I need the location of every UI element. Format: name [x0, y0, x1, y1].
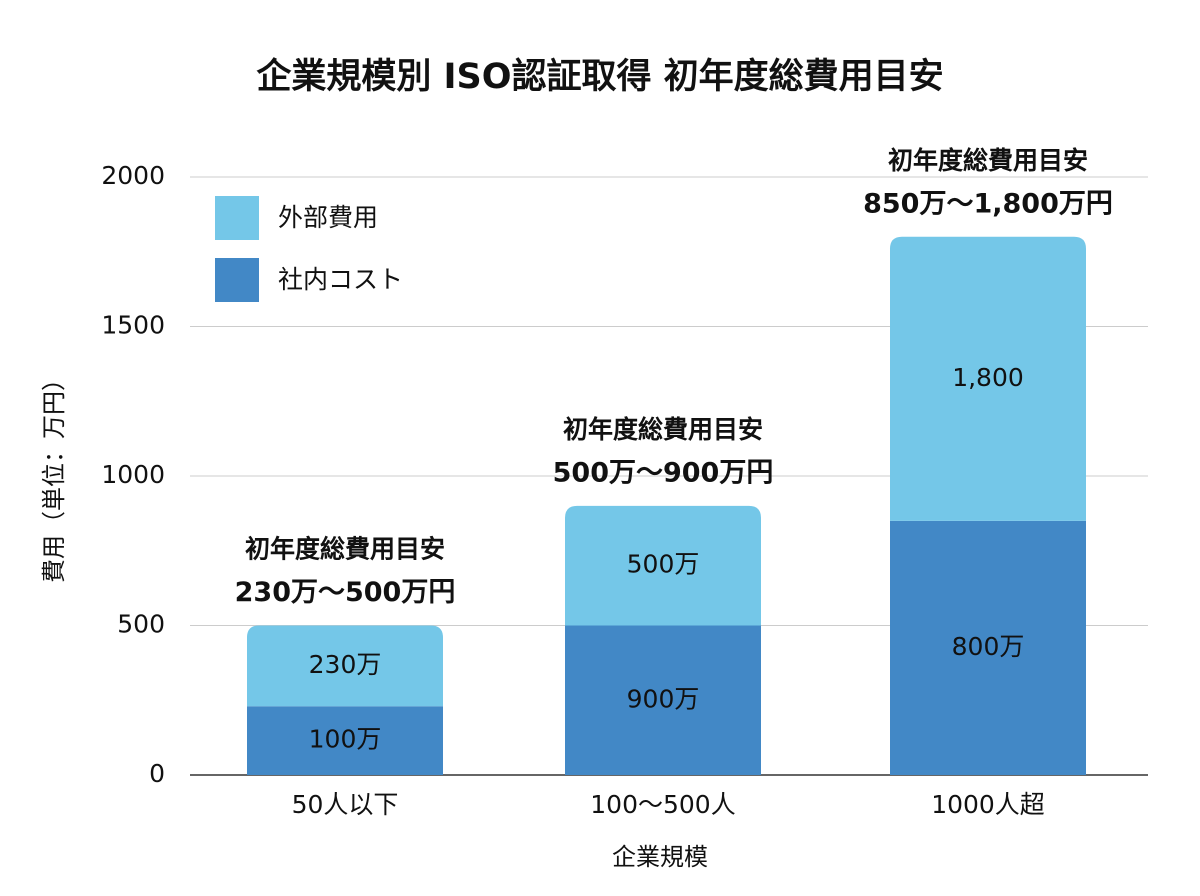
legend-label: 外部費用 — [278, 203, 378, 232]
segment-label: 900万 — [627, 684, 700, 713]
y-tick-label: 1000 — [101, 460, 165, 489]
y-tick-label: 0 — [149, 759, 165, 788]
x-tick-label: 50人以下 — [292, 790, 399, 819]
annotation-range: 230万〜500万円 — [235, 577, 456, 608]
bar-segment — [890, 520, 1086, 775]
bar-segment — [247, 625, 443, 707]
segment-label: 500万 — [627, 550, 700, 579]
legend-label: 社内コスト — [278, 265, 403, 294]
segment-label: 800万 — [952, 632, 1025, 661]
legend-swatch — [215, 196, 259, 240]
bar-segment — [247, 706, 443, 775]
y-tick-label: 500 — [117, 610, 165, 639]
annotation-heading: 初年度総費用目安 — [563, 415, 763, 444]
chart-title: 企業規模別 ISO認証取得 初年度総費用目安 — [256, 56, 943, 97]
annotation-range: 850万〜1,800万円 — [863, 188, 1113, 219]
annotation-heading: 初年度総費用目安 — [888, 146, 1088, 175]
bar-segment — [890, 236, 1086, 521]
segment-label: 1,800 — [952, 363, 1024, 392]
y-tick-label: 2000 — [101, 161, 165, 190]
annotation-range: 500万〜900万円 — [553, 457, 774, 488]
annotation-heading: 初年度総費用目安 — [245, 535, 445, 564]
x-tick-label: 1000人超 — [931, 790, 1045, 819]
y-axis-title: 費用（単位：万円） — [40, 367, 68, 583]
x-tick-label: 100〜500人 — [590, 790, 735, 819]
segment-label: 100万 — [309, 725, 382, 754]
x-axis-title: 企業規模 — [612, 843, 708, 871]
segment-label: 230万 — [309, 650, 382, 679]
y-tick-label: 1500 — [101, 311, 165, 340]
bar-segment — [565, 625, 761, 775]
bar-segment — [565, 505, 761, 626]
legend-swatch — [215, 258, 259, 302]
